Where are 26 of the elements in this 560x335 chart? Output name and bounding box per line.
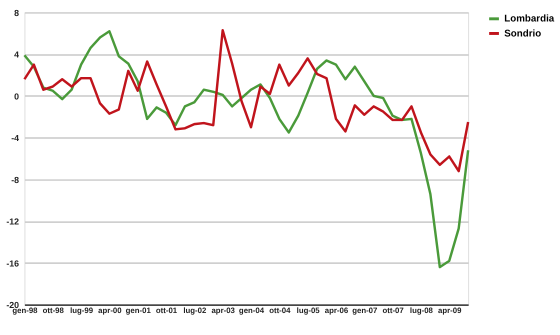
legend-label: Sondrio bbox=[504, 28, 542, 40]
x-tick-label: gen-07 bbox=[352, 306, 378, 315]
x-tick-label: gen-01 bbox=[126, 306, 152, 315]
x-tick-label: lug-05 bbox=[296, 306, 320, 315]
x-tick-label: lug-08 bbox=[410, 306, 434, 315]
x-tick-label: apr-09 bbox=[438, 306, 462, 315]
y-tick-label: 4 bbox=[14, 50, 20, 60]
y-tick-label: -12 bbox=[6, 216, 20, 227]
x-tick-label: ott-07 bbox=[382, 306, 404, 315]
x-tick-label: apr-00 bbox=[98, 306, 122, 315]
y-tick-label: -8 bbox=[11, 174, 20, 185]
y-tick-label: 0 bbox=[14, 91, 20, 102]
x-tick-label: ott-01 bbox=[156, 306, 178, 315]
x-tick-label: ott-04 bbox=[269, 306, 292, 315]
line-series bbox=[23, 28, 470, 172]
x-tick-label: apr-03 bbox=[211, 306, 236, 315]
y-tick-label: 8 bbox=[14, 8, 20, 18]
x-tick-label: apr-06 bbox=[324, 306, 349, 315]
legend-label: Lombardia bbox=[504, 14, 555, 25]
x-tick-label: ott-98 bbox=[42, 306, 65, 315]
line-series bbox=[23, 30, 470, 268]
x-tick-label: lug-02 bbox=[183, 306, 207, 315]
y-tick-label: -4 bbox=[11, 133, 20, 144]
x-tick-label: gen-04 bbox=[238, 306, 265, 315]
y-tick-label: -16 bbox=[6, 258, 20, 268]
x-tick-label: lug-99 bbox=[70, 306, 94, 315]
